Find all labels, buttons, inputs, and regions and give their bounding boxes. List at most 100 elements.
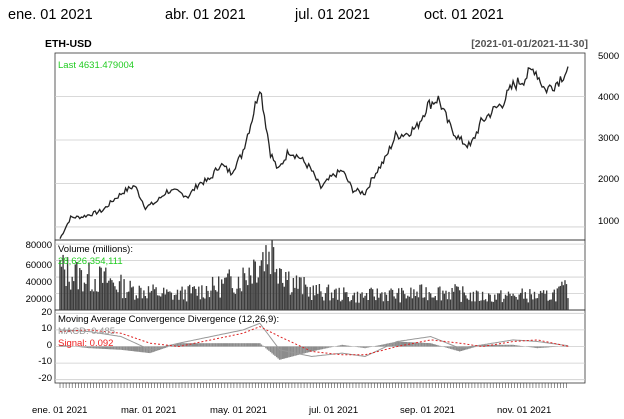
volume-bar (163, 287, 165, 310)
macd-histogram-bar (402, 341, 405, 347)
macd-histogram-bar (416, 342, 418, 347)
macd-histogram-bar (219, 343, 221, 347)
macd-tick-label: -10 (38, 356, 52, 367)
macd-histogram-bar (338, 345, 340, 347)
volume-bar (501, 302, 504, 310)
volume-bar (539, 290, 542, 310)
macd-histogram-bar (164, 346, 167, 348)
volume-bar (132, 286, 134, 310)
macd-histogram-bar (530, 346, 533, 348)
macd-histogram-bar (428, 343, 430, 347)
volume-bar (95, 291, 98, 310)
bottom-tick-label: may. 01 2021 (210, 405, 267, 416)
volume-bar (324, 293, 327, 310)
volume-bar (419, 284, 421, 310)
top-tick-label: oct. 01 2021 (424, 7, 504, 23)
volume-bar (422, 297, 424, 310)
macd-histogram-bar (324, 346, 327, 349)
date-axis-ticks (59, 383, 567, 388)
signal-value-label: Signal: 0.092 (58, 338, 113, 349)
volume-bar (218, 276, 220, 310)
price-gridlines (55, 96, 585, 228)
volume-bar (507, 291, 510, 310)
macd-histogram-bar (147, 346, 150, 353)
volume-bar (71, 276, 73, 310)
volume-bar (541, 292, 543, 310)
macd-histogram-bar (176, 343, 179, 347)
volume-bar (562, 285, 565, 310)
volume-bar (478, 301, 481, 310)
volume-bar (85, 283, 87, 310)
volume-bar (144, 296, 147, 310)
macd-histogram-bar (108, 346, 110, 350)
macd-histogram-bar (222, 343, 225, 347)
volume-bar (399, 302, 401, 310)
volume-bar (170, 292, 173, 310)
macd-histogram-bar (213, 343, 215, 347)
volume-bar (103, 271, 105, 310)
macd-histogram-bar (300, 346, 302, 355)
macd-histogram-bar (172, 345, 174, 347)
macd-histogram-bar (535, 346, 537, 348)
volume-bar (63, 269, 66, 310)
volume-bar (420, 284, 423, 310)
macd-histogram-bar (364, 346, 366, 349)
macd-histogram-bar (143, 346, 145, 353)
volume-bar (221, 279, 223, 310)
macd-histogram-bar (236, 343, 238, 347)
macd-histogram-bar (246, 343, 249, 347)
volume-bar (552, 292, 554, 310)
volume-bar (91, 289, 93, 310)
volume-bar (298, 277, 301, 310)
macd-histogram-bar (254, 343, 257, 347)
volume-bar (205, 286, 208, 310)
volume-bar (446, 299, 449, 310)
macd-histogram-bar (120, 346, 122, 350)
volume-bar (190, 293, 192, 310)
macd-histogram-bar (263, 346, 266, 347)
volume-bar (431, 297, 433, 310)
volume-bar (150, 290, 153, 310)
macd-histogram-bar (529, 346, 531, 348)
volume-bar (135, 295, 137, 310)
volume-bar (204, 298, 206, 310)
volume-bar (83, 282, 86, 310)
macd-histogram-bar (269, 346, 272, 353)
volume-bar (294, 287, 296, 310)
volume-bar (73, 281, 75, 310)
volume-bar (318, 284, 321, 310)
macd-histogram-bar (304, 346, 307, 354)
volume-bar (358, 302, 360, 310)
macd-histogram-bar (401, 341, 403, 347)
volume-bar (506, 295, 508, 310)
macd-histogram-bar (315, 346, 318, 351)
macd-histogram-bar (286, 346, 289, 358)
volume-bar (208, 297, 211, 310)
volume-bar (202, 297, 205, 310)
volume-bar (152, 284, 154, 310)
macd-histogram-bar (138, 346, 141, 352)
volume-bar (443, 293, 446, 310)
volume-bar (349, 301, 351, 310)
macd-histogram-bar (449, 346, 452, 349)
volume-bar (247, 285, 249, 310)
volume-bar (115, 289, 118, 310)
macd-histogram-bar (437, 345, 440, 347)
volume-bar (532, 299, 534, 310)
macd-histogram-bar (137, 346, 139, 352)
volume-bar (440, 300, 443, 310)
volume-bar (343, 287, 345, 310)
macd-histogram-bar (330, 346, 333, 348)
volume-bar (456, 286, 458, 310)
volume-bar (172, 299, 174, 310)
macd-histogram-bar (379, 345, 382, 347)
bottom-tick-label: ene. 01 2021 (32, 405, 87, 416)
macd-histogram-bar (425, 343, 427, 347)
macd-histogram-bar (216, 343, 218, 347)
volume-bar (308, 296, 310, 310)
volume-bar (462, 286, 464, 310)
macd-histogram-bar (314, 346, 316, 351)
volume-bar (555, 301, 557, 310)
macd-histogram-bar (405, 342, 408, 347)
macd-histogram-bar (320, 346, 322, 350)
